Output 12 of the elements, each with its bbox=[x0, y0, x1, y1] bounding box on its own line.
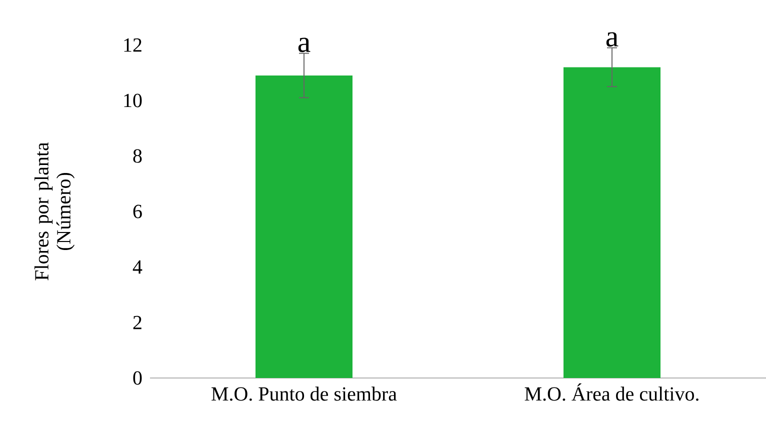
x-tick-label: M.O. Punto de siembra bbox=[212, 386, 397, 401]
annotation: a bbox=[298, 38, 310, 52]
y-tick-label: 8 bbox=[133, 149, 142, 163]
y-tick-label: 6 bbox=[133, 204, 142, 218]
y-tick-label: 4 bbox=[132, 260, 142, 274]
y-tick-label: 0 bbox=[133, 371, 142, 385]
y-tick-label: 10 bbox=[124, 94, 142, 108]
y-tick-label: 2 bbox=[133, 316, 142, 330]
y-tick-label: 12 bbox=[124, 38, 142, 52]
y-axis-title: Flores por planta (Número) bbox=[34, 142, 75, 280]
x-tick-label: M.O. Área de cultivo. bbox=[524, 383, 698, 401]
annotation: a bbox=[606, 32, 618, 47]
